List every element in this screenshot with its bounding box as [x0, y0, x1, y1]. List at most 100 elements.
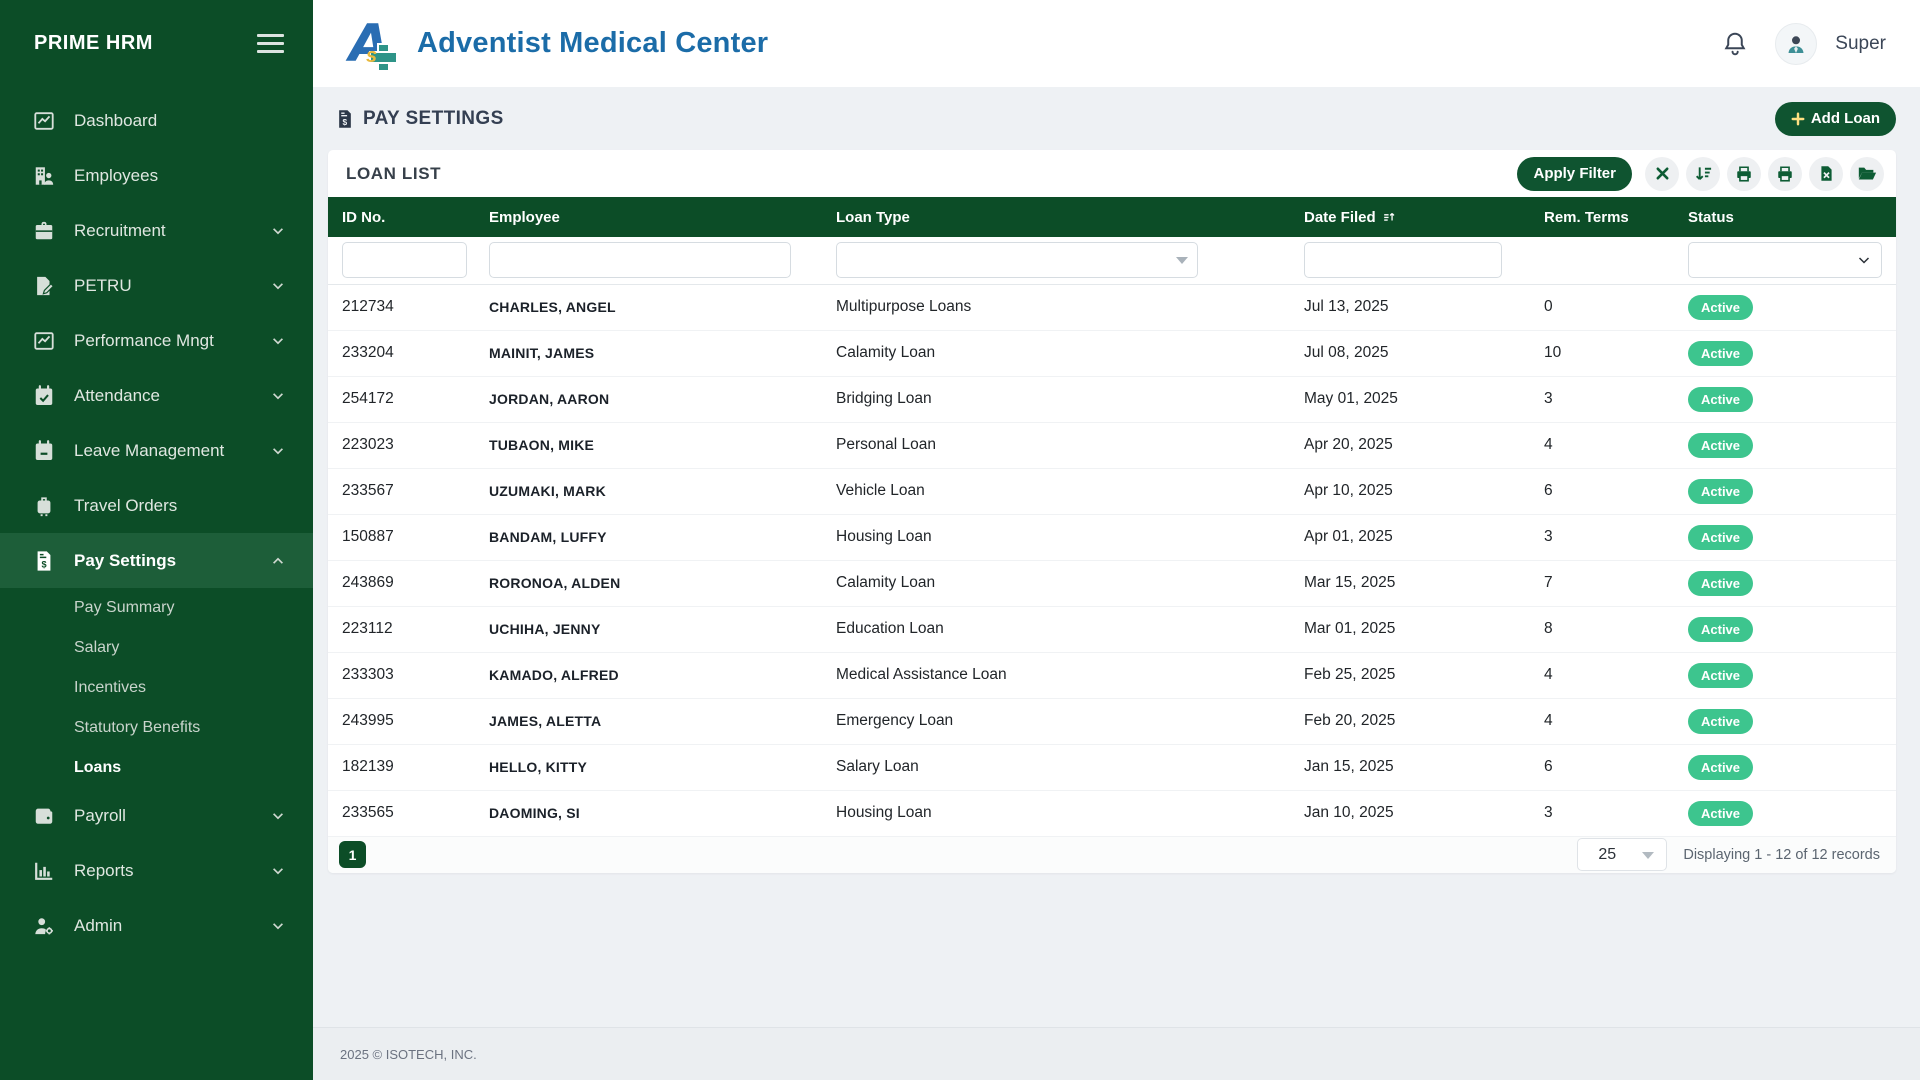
- table-row[interactable]: 223112 UCHIHA, JENNY Education Loan Mar 01,…: [328, 606, 1896, 653]
- cell-rem-terms: 3: [1530, 514, 1674, 561]
- sidebar-item-recruitment[interactable]: Recruitment: [0, 203, 313, 258]
- chevron-down-icon: [271, 919, 287, 933]
- table-row[interactable]: 233565 DAOMING, SI Housing Loan Jan 10, 202…: [328, 790, 1896, 837]
- pay-settings-icon: $: [335, 109, 355, 129]
- col-status[interactable]: Status: [1674, 197, 1896, 237]
- cell-employee: HELLO, KITTY: [475, 744, 822, 791]
- col-loan-type[interactable]: Loan Type: [822, 197, 1290, 237]
- page-1-button[interactable]: 1: [339, 841, 366, 868]
- cell-loan-type: Housing Loan: [822, 514, 1290, 561]
- loan-list-panel: LOAN LIST Apply Filter: [328, 150, 1896, 873]
- cell-loan-type: Emergency Loan: [822, 698, 1290, 745]
- table-row[interactable]: 243995 JAMES, ALETTA Emergency Loan Feb 20,…: [328, 698, 1896, 745]
- user-name[interactable]: Super: [1835, 32, 1886, 54]
- topbar: A s Adventist Medical Center Super: [313, 0, 1920, 87]
- filter-id-input[interactable]: [342, 242, 467, 279]
- loan-table: ID No. Employee Loan Type Date Filed Rem…: [328, 197, 1896, 837]
- table-row[interactable]: 212734 CHARLES, ANGEL Multipurpose Loans Ju…: [328, 284, 1896, 331]
- cell-loan-type: Calamity Loan: [822, 330, 1290, 377]
- sidebar-item-admin[interactable]: Admin: [0, 898, 313, 953]
- table-row[interactable]: 233204 MAINIT, JAMES Calamity Loan Jul 08, …: [328, 330, 1896, 377]
- cell-id-no: 182139: [328, 744, 475, 791]
- copyright-text: 2025 © ISOTECH, INC.: [340, 1046, 477, 1062]
- user-avatar[interactable]: [1775, 22, 1818, 65]
- col-rem-terms[interactable]: Rem. Terms: [1530, 197, 1674, 237]
- notifications-bell-icon[interactable]: [1721, 30, 1749, 58]
- cell-rem-terms: 6: [1530, 468, 1674, 515]
- add-loan-button[interactable]: Add Loan: [1774, 101, 1896, 136]
- wallet-icon: [32, 804, 56, 828]
- cell-loan-type: Calamity Loan: [822, 560, 1290, 607]
- main-area: A s Adventist Medical Center Super: [313, 0, 1920, 1080]
- sidebar-item-petru[interactable]: PETRU: [0, 258, 313, 313]
- status-badge: Active: [1688, 478, 1754, 504]
- cell-loan-type: Housing Loan: [822, 790, 1290, 837]
- sidebar-item-employees[interactable]: Employees: [0, 148, 313, 203]
- cell-employee: MAINIT, JAMES: [475, 330, 822, 377]
- cell-rem-terms: 3: [1530, 790, 1674, 837]
- cell-status: Active: [1674, 790, 1896, 837]
- sidebar-subitem-incentives[interactable]: Incentives: [74, 679, 147, 696]
- table-row[interactable]: 150887 BANDAM, LUFFY Housing Loan Apr 01, 2…: [328, 514, 1896, 561]
- cell-date-filed: Jul 13, 2025: [1290, 284, 1530, 331]
- bar-chart-icon: [32, 859, 56, 883]
- hamburger-menu-icon[interactable]: [257, 29, 285, 58]
- table-row[interactable]: 233567 UZUMAKI, MARK Vehicle Loan Apr 10, 2…: [328, 468, 1896, 515]
- table-row[interactable]: 233303 KAMADO, ALFRED Medical Assistance L…: [328, 652, 1896, 699]
- sort-icon[interactable]: [1686, 156, 1720, 191]
- table-row[interactable]: 182139 HELLO, KITTY Salary Loan Jan 15, 202…: [328, 744, 1896, 791]
- excel-export-icon[interactable]: [1809, 156, 1843, 191]
- print-icon[interactable]: [1727, 156, 1761, 191]
- col-id-no[interactable]: ID No.: [328, 197, 475, 237]
- sidebar-item-pay-settings[interactable]: $ Pay Settings: [0, 533, 313, 588]
- table-row[interactable]: 223023 TUBAON, MIKE Personal Loan Apr 20, 2…: [328, 422, 1896, 469]
- sidebar-subitem-salary[interactable]: Salary: [74, 639, 120, 656]
- medical-cross-icon: [371, 44, 397, 71]
- cell-id-no: 223023: [328, 422, 475, 469]
- sidebar-item-payroll[interactable]: Payroll: [0, 788, 313, 843]
- apply-filter-button[interactable]: Apply Filter: [1517, 156, 1632, 191]
- cell-id-no: 233303: [328, 652, 475, 699]
- sidebar-item-leave-management[interactable]: Leave Management: [0, 423, 313, 478]
- cell-date-filed: Apr 01, 2025: [1290, 514, 1530, 561]
- cell-status: Active: [1674, 376, 1896, 423]
- cell-loan-type: Salary Loan: [822, 744, 1290, 791]
- footer: 2025 © ISOTECH, INC.: [313, 1027, 1920, 1080]
- sidebar-item-travel-orders[interactable]: Travel Orders: [0, 478, 313, 533]
- cell-employee: JAMES, ALETTA: [475, 698, 822, 745]
- clear-filter-icon[interactable]: [1645, 156, 1679, 191]
- print-2-icon[interactable]: [1768, 156, 1802, 191]
- folder-open-icon[interactable]: [1850, 156, 1884, 191]
- status-badge: Active: [1688, 340, 1754, 366]
- filter-status-select[interactable]: [1688, 242, 1882, 279]
- filter-date-input[interactable]: [1304, 242, 1502, 279]
- col-employee[interactable]: Employee: [475, 197, 822, 237]
- table-row[interactable]: 254172 JORDAN, AARON Bridging Loan May 01, …: [328, 376, 1896, 423]
- sidebar-item-dashboard[interactable]: Dashboard: [0, 93, 313, 148]
- table-row[interactable]: 243869 RORONOA, ALDEN Calamity Loan Mar 15,…: [328, 560, 1896, 607]
- sidebar-item-attendance[interactable]: Attendance: [0, 368, 313, 423]
- sidebar-item-reports[interactable]: Reports: [0, 843, 313, 898]
- page-size-select[interactable]: 25: [1577, 838, 1668, 871]
- cell-loan-type: Bridging Loan: [822, 376, 1290, 423]
- filter-loan-type-select[interactable]: [836, 242, 1198, 279]
- cell-status: Active: [1674, 330, 1896, 377]
- cell-id-no: 212734: [328, 284, 475, 331]
- sidebar-subitem-pay-summary[interactable]: Pay Summary: [74, 599, 175, 616]
- cell-status: Active: [1674, 652, 1896, 699]
- cell-employee: DAOMING, SI: [475, 790, 822, 837]
- cell-rem-terms: 7: [1530, 560, 1674, 607]
- filter-employee-input[interactable]: [489, 242, 791, 279]
- chevron-down-icon: [271, 864, 287, 878]
- chart-line-icon: [32, 109, 56, 133]
- pagination-bar: 1 25 Displaying 1 - 12 of 12 records: [328, 836, 1896, 873]
- status-badge: Active: [1688, 708, 1754, 734]
- sidebar-subitem-loans[interactable]: Loans: [74, 759, 122, 776]
- cell-employee: RORONOA, ALDEN: [475, 560, 822, 607]
- sidebar-subitem-statutory-benefits[interactable]: Statutory Benefits: [74, 719, 201, 736]
- sidebar-item-performance-mngt[interactable]: Performance Mngt: [0, 313, 313, 368]
- status-badge: Active: [1688, 524, 1754, 550]
- cell-rem-terms: 3: [1530, 376, 1674, 423]
- cell-date-filed: Mar 15, 2025: [1290, 560, 1530, 607]
- col-date-filed[interactable]: Date Filed: [1290, 197, 1530, 237]
